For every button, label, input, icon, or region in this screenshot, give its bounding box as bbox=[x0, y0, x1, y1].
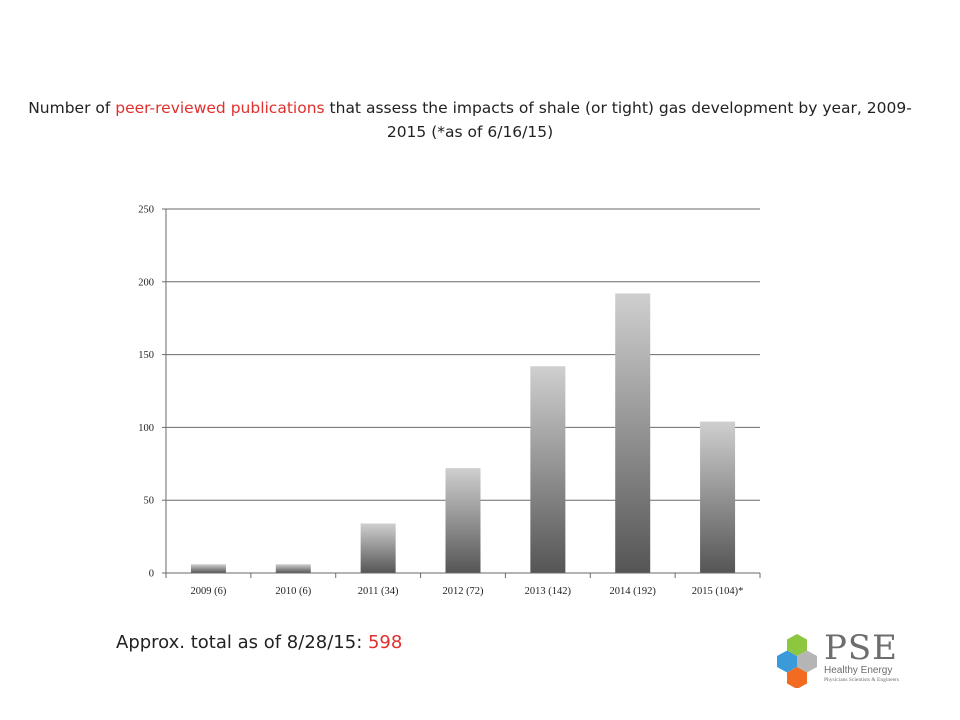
title-text-post: that assess the impacts of shale (or tig… bbox=[324, 99, 912, 141]
logo-line2: Physicians Scientists & Engineers bbox=[824, 677, 900, 683]
bar bbox=[275, 564, 311, 573]
total-value: 598 bbox=[367, 632, 403, 653]
x-tick-label: 2010 (6) bbox=[275, 586, 311, 597]
chart-title: Number of peer-reviewed publications tha… bbox=[20, 96, 920, 144]
gridlines bbox=[162, 208, 761, 578]
y-tick-label: 250 bbox=[138, 205, 154, 216]
logo-line1: Healthy Energy bbox=[824, 665, 893, 676]
x-tick-label: 2009 (6) bbox=[190, 586, 226, 597]
green-hexagon bbox=[787, 634, 807, 656]
x-axis-tick-labels: 2009 (6) 2010 (6) 2011 (34) 2012 (72) 2013 (… bbox=[190, 586, 743, 597]
y-tick-label: 200 bbox=[138, 277, 154, 288]
hexagon-logo-icon bbox=[777, 634, 817, 688]
blue-hexagon bbox=[777, 650, 797, 673]
pse-logo: PSE Healthy Energy Physicians Scientists… bbox=[770, 628, 900, 688]
x-tick-label: 2013 (142) bbox=[525, 586, 572, 597]
bar bbox=[530, 366, 566, 573]
title-highlight: peer-reviewed publications bbox=[115, 99, 325, 117]
bar bbox=[360, 523, 396, 573]
y-tick-label: 0 bbox=[149, 569, 154, 580]
bar bbox=[445, 468, 481, 573]
bar bbox=[700, 421, 736, 573]
total-summary: Approx. total as of 8/28/15: 598 bbox=[116, 632, 402, 653]
y-tick-label: 100 bbox=[138, 423, 154, 434]
total-label: Approx. total as of 8/28/15: bbox=[116, 632, 368, 653]
bar bbox=[615, 293, 651, 573]
gray-hexagon bbox=[797, 650, 817, 673]
bar bbox=[190, 564, 226, 573]
bars bbox=[190, 293, 736, 573]
x-tick-label: 2012 (72) bbox=[442, 586, 484, 597]
y-tick-label: 50 bbox=[144, 496, 155, 507]
axes bbox=[165, 209, 760, 574]
x-tick-label: 2011 (34) bbox=[358, 586, 399, 597]
y-tick-label: 150 bbox=[138, 350, 154, 361]
orange-hexagon bbox=[787, 667, 807, 688]
x-tick-label: 2015 (104)* bbox=[692, 586, 744, 597]
y-axis-tick-labels: 0 50 100 150 200 250 bbox=[138, 205, 154, 580]
x-tick-label: 2014 (192) bbox=[610, 586, 657, 597]
logo-name: PSE bbox=[824, 628, 898, 668]
title-text-pre: Number of bbox=[28, 99, 116, 117]
